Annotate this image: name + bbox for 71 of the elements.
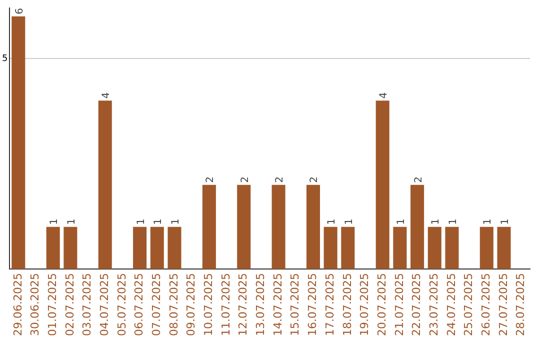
x-tick-label: 01.07.2025 xyxy=(46,273,59,336)
x-tick-label: 29.06.2025 xyxy=(11,273,24,336)
x-tick-label: 23.07.2025 xyxy=(427,273,440,336)
x-tick-label: 17.07.2025 xyxy=(323,273,336,336)
bar xyxy=(497,226,511,270)
bar xyxy=(445,226,459,270)
x-tick-label: 22.07.2025 xyxy=(410,273,424,336)
bar xyxy=(237,184,251,270)
bar xyxy=(272,184,286,270)
data-label: 1 xyxy=(430,218,442,225)
x-tick-label: 28.07.2025 xyxy=(514,273,528,336)
bar xyxy=(480,226,494,270)
data-label: 6 xyxy=(14,8,26,14)
x-tick-label: 26.07.2025 xyxy=(480,273,493,336)
x-tick-label: 03.07.2025 xyxy=(80,273,94,336)
x-tick-label: 13.07.2025 xyxy=(254,273,268,336)
x-tick-label: 16.07.2025 xyxy=(306,273,320,336)
x-tick-label: 15.07.2025 xyxy=(288,273,302,336)
bar xyxy=(306,184,320,270)
x-tick-label: 14.07.2025 xyxy=(271,273,284,336)
x-tick-label: 20.07.2025 xyxy=(375,273,388,336)
bar xyxy=(410,184,424,270)
data-label: 2 xyxy=(413,176,424,183)
data-label: 1 xyxy=(136,218,147,225)
bar xyxy=(341,226,355,270)
x-tick-label: 09.07.2025 xyxy=(184,273,198,336)
bar xyxy=(393,226,407,270)
x-tick-label: 07.07.2025 xyxy=(150,273,163,336)
x-tick-label: 05.07.2025 xyxy=(115,273,128,336)
x-tick-label: 02.07.2025 xyxy=(63,273,76,336)
data-label: 1 xyxy=(500,218,511,225)
x-tick-label: 24.07.2025 xyxy=(444,273,458,336)
data-label: 2 xyxy=(274,176,286,183)
data-label: 2 xyxy=(240,176,251,183)
bar xyxy=(376,100,390,270)
bar xyxy=(12,16,26,270)
data-label: 1 xyxy=(66,218,78,225)
x-tick-label: 11.07.2025 xyxy=(219,273,232,336)
data-label: 1 xyxy=(396,218,407,225)
x-tick-label: 25.07.2025 xyxy=(462,273,476,336)
x-tick-label: 06.07.2025 xyxy=(132,273,146,336)
x-tick-label: 30.06.2025 xyxy=(28,273,42,336)
x-tick-label: 12.07.2025 xyxy=(236,273,250,336)
x-tick-label: 18.07.2025 xyxy=(340,273,354,336)
bar xyxy=(168,226,182,270)
x-tick-label: 21.07.2025 xyxy=(392,273,406,336)
bar xyxy=(64,226,78,270)
bar xyxy=(428,226,442,270)
bar xyxy=(202,184,216,270)
x-tick-label: 10.07.2025 xyxy=(202,273,216,336)
data-label: 4 xyxy=(101,92,112,99)
x-tick-label: 08.07.2025 xyxy=(167,273,180,336)
bar xyxy=(150,226,164,270)
x-tick-label: 04.07.2025 xyxy=(98,273,111,336)
data-label: 4 xyxy=(378,92,390,99)
data-label: 1 xyxy=(448,218,459,225)
bar xyxy=(324,226,338,270)
data-label: 1 xyxy=(326,218,338,225)
data-label: 1 xyxy=(49,218,60,225)
data-label: 1 xyxy=(170,218,182,225)
bar xyxy=(133,226,147,270)
data-label: 2 xyxy=(309,176,320,183)
y-tick-label: 5 xyxy=(2,54,8,64)
x-tick-label: 27.07.2025 xyxy=(496,273,510,336)
data-label: 1 xyxy=(482,218,494,225)
bar xyxy=(98,100,112,270)
data-label: 2 xyxy=(205,176,216,183)
data-label: 1 xyxy=(153,218,164,225)
data-label: 1 xyxy=(344,218,355,225)
x-tick-label: 19.07.2025 xyxy=(358,273,372,336)
bar xyxy=(46,226,60,270)
